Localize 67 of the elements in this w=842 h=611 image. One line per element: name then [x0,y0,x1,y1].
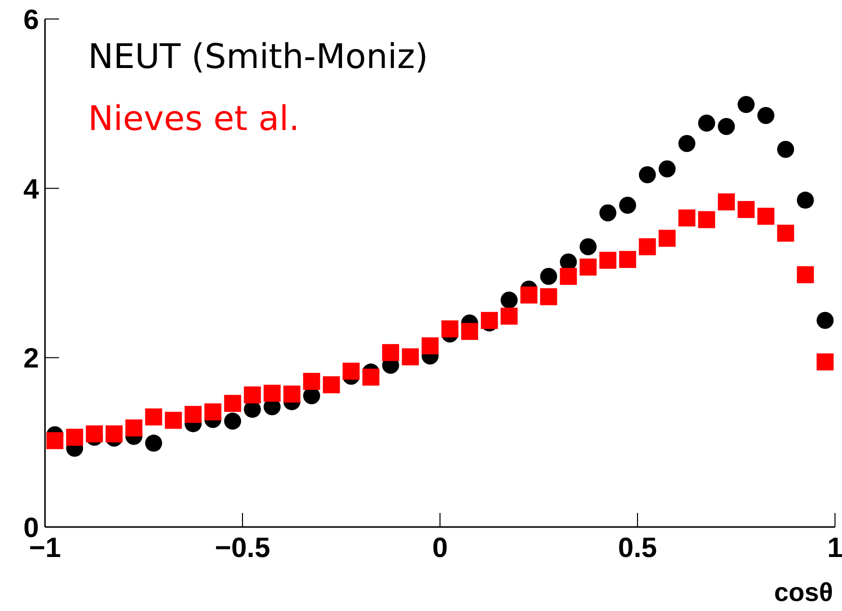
point [796,266,814,284]
point [816,353,834,370]
point [402,348,419,366]
text: NEUT (Smith-Moniz) [88,36,428,79]
point [757,208,774,225]
point [204,403,222,420]
point [322,376,340,394]
x-tick-label: −0.5 [214,532,270,563]
point [718,193,735,210]
x-tick-label: 0 [432,532,448,563]
point [441,320,458,338]
point [224,412,242,430]
x-axis-title: cosθ [774,577,833,607]
point [580,258,597,276]
point [738,96,755,114]
point [718,118,735,136]
point [796,192,814,209]
point [580,238,597,256]
point [816,312,834,329]
point [658,230,676,247]
point [362,368,380,386]
point [619,196,636,214]
point [738,201,755,218]
point [184,406,202,423]
point [540,268,558,285]
point [698,114,716,132]
point [757,107,774,124]
point [500,308,518,325]
point [283,386,300,403]
point [145,408,162,426]
point [599,252,616,269]
point [678,209,696,226]
point [303,372,320,390]
point [224,394,242,412]
point [638,166,656,184]
point [520,286,538,304]
y-tick-label: 2 [23,342,39,374]
point [777,224,794,242]
y-tick-label: 6 [23,4,39,35]
point [698,211,716,228]
text: Nieves et al. [88,98,301,141]
y-tick-label: 4 [23,173,40,204]
point [164,412,182,429]
point [619,250,636,268]
point [66,428,84,446]
point [422,337,439,354]
point [480,312,498,329]
point [658,160,676,178]
point [46,432,64,450]
point [500,292,518,309]
point [125,419,142,436]
point [264,384,281,402]
point [461,322,478,340]
point [244,386,261,404]
point [777,140,794,158]
point [540,288,558,306]
point [86,425,103,442]
point [678,134,696,152]
point [145,434,162,452]
point [560,268,577,285]
point [638,238,656,256]
point [342,362,360,380]
point [106,425,123,442]
x-tick-label: 0.5 [618,532,657,563]
x-tick-label: 1 [827,532,842,563]
point [599,204,616,222]
point [382,344,400,362]
